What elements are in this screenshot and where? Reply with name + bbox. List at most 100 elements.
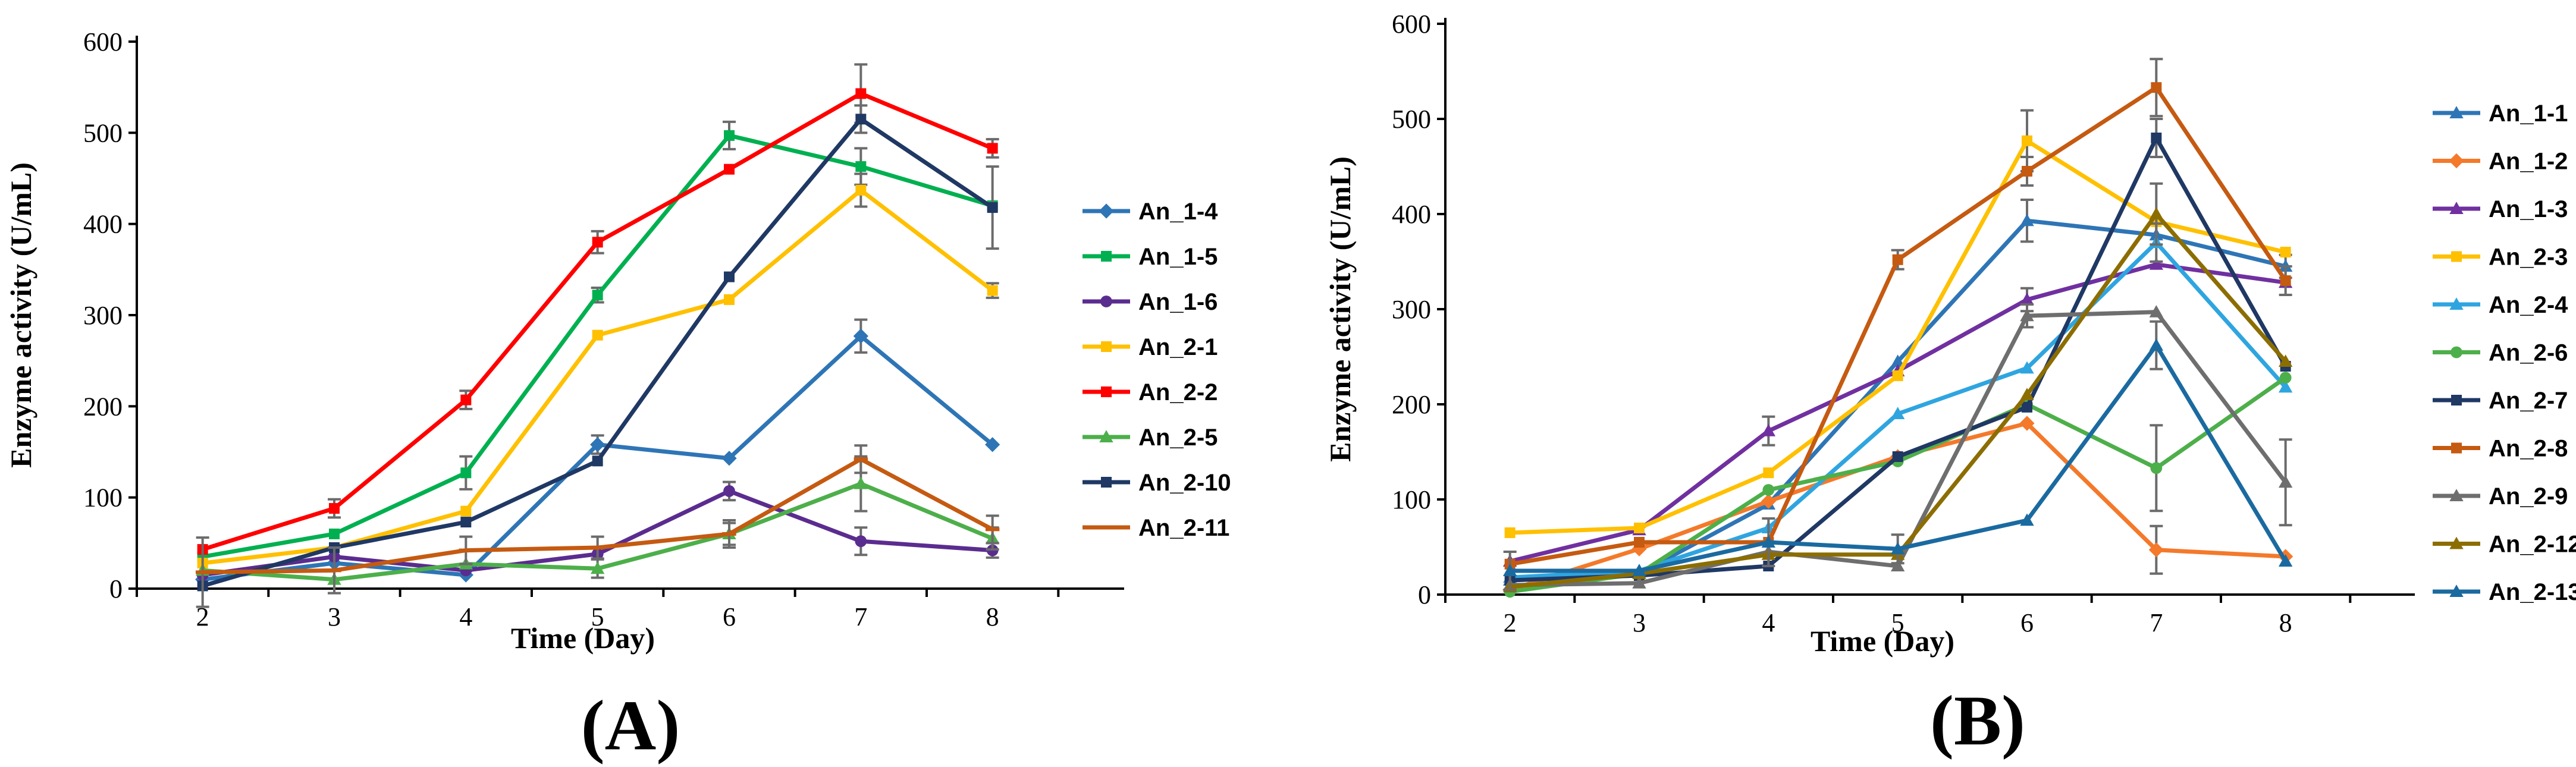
data-point-marker <box>592 329 603 341</box>
data-point-marker <box>2020 213 2034 227</box>
legend-label: An_1-1 <box>2489 100 2568 127</box>
data-point-marker <box>2019 416 2035 431</box>
legend-item: An_2-4 <box>2433 292 2568 318</box>
data-point-marker <box>2449 584 2464 597</box>
legend-label: An_2-9 <box>2489 483 2568 510</box>
data-point-marker <box>2451 442 2462 454</box>
legend-item: An_2-3 <box>2433 244 2568 271</box>
data-point-marker <box>2278 475 2293 488</box>
data-point-marker <box>2022 135 2032 146</box>
legend-label: An_1-6 <box>1138 289 1218 315</box>
data-point-marker <box>590 437 605 452</box>
data-point-marker <box>1890 354 1905 367</box>
legend-item: An_2-1 <box>1083 334 1218 360</box>
legend-item: An_1-4 <box>1083 199 1218 225</box>
y-axis-title: Enzyme activity (U/mL) <box>4 162 37 468</box>
legend-label: An_2-3 <box>2489 244 2568 271</box>
legend-label: An_2-5 <box>1138 425 1218 451</box>
legend-label: An_1-3 <box>2489 196 2568 222</box>
data-point-marker <box>592 237 603 248</box>
x-tick-label: 7 <box>854 602 867 631</box>
data-point-marker <box>2148 542 2164 558</box>
data-point-marker <box>987 202 998 213</box>
legend-label: An_2-10 <box>1138 470 1231 496</box>
data-point-marker <box>855 184 867 196</box>
data-point-marker <box>2022 166 2032 177</box>
x-tick-label: 6 <box>2020 608 2034 637</box>
data-point-marker <box>2020 361 2034 374</box>
data-point-marker <box>2022 401 2032 413</box>
data-point-marker <box>2020 388 2034 400</box>
data-point-marker <box>1502 564 1517 576</box>
data-point-marker <box>2451 346 2462 359</box>
legend-item: An_2-2 <box>1083 379 1218 405</box>
data-point-marker <box>2449 202 2464 214</box>
data-point-marker <box>1101 386 1112 397</box>
data-point-marker <box>721 451 737 466</box>
x-tick-label: 3 <box>1633 608 1646 637</box>
y-tick-label: 400 <box>1392 200 1431 229</box>
legend-item: An_2-9 <box>2433 483 2568 510</box>
y-axis-title: Enzyme activity (U/mL) <box>1323 156 1357 462</box>
legend-label: An_1-4 <box>1138 199 1218 225</box>
legend-label: An_1-2 <box>2489 149 2568 175</box>
data-point-marker <box>2278 380 2293 393</box>
data-point-marker <box>2279 372 2292 384</box>
legend-item: An_2-11 <box>1083 515 1229 541</box>
legend-item: An_2-5 <box>1083 425 1218 451</box>
data-point-marker <box>2151 82 2162 93</box>
y-tick-label: 0 <box>109 574 123 603</box>
data-point-marker <box>2280 247 2291 257</box>
data-point-marker <box>2451 395 2462 405</box>
data-point-marker <box>2451 251 2462 262</box>
y-tick-label: 100 <box>83 483 123 513</box>
series-An_2-13 <box>1502 320 2293 591</box>
data-point-marker <box>592 455 603 467</box>
legend-item: An_2-10 <box>1083 470 1231 496</box>
data-point-marker <box>460 505 472 517</box>
data-point-marker <box>1101 341 1112 352</box>
data-point-marker <box>2151 133 2162 143</box>
data-point-marker <box>1100 296 1112 307</box>
y-tick-label: 500 <box>83 118 123 147</box>
legend-label: An_2-13 <box>2489 579 2576 605</box>
data-point-marker <box>2449 106 2464 118</box>
data-point-marker <box>723 485 735 497</box>
data-point-marker <box>855 114 867 125</box>
x-tick-label: 6 <box>723 602 736 631</box>
data-point-marker <box>1504 527 1516 538</box>
legend-item: An_2-8 <box>2433 436 2568 462</box>
data-point-marker <box>590 546 605 549</box>
data-point-marker <box>2449 536 2464 549</box>
y-tick-label: 300 <box>1392 295 1431 324</box>
legend-label: An_2-1 <box>1138 334 1218 360</box>
x-tick-label: 7 <box>2150 608 2163 637</box>
data-point-marker <box>854 457 868 461</box>
data-point-marker <box>855 161 867 172</box>
x-tick-label: 5 <box>591 602 604 631</box>
data-point-marker <box>1099 526 1113 529</box>
y-tick-label: 300 <box>83 301 123 330</box>
x-tick-label: 2 <box>1504 608 1517 637</box>
x-tick-label: 4 <box>459 602 472 631</box>
data-point-marker <box>195 570 210 574</box>
series-An_2-8 <box>1504 58 2292 570</box>
data-point-marker <box>724 271 735 282</box>
data-point-marker <box>1761 424 1776 436</box>
data-point-marker <box>1892 451 1903 462</box>
legend-item: An_1-6 <box>1083 289 1218 315</box>
y-tick-label: 200 <box>83 392 123 421</box>
data-point-marker <box>724 130 735 141</box>
data-point-marker <box>460 394 472 405</box>
data-point-marker <box>459 548 473 552</box>
data-point-marker <box>1892 254 1903 265</box>
legend-label: An_2-4 <box>2489 292 2568 318</box>
data-point-marker <box>2449 153 2464 169</box>
data-point-marker <box>2149 207 2164 219</box>
data-point-marker <box>2278 354 2293 367</box>
x-tick-label: 4 <box>1762 608 1775 637</box>
data-point-marker <box>1101 251 1112 262</box>
data-point-marker <box>987 285 998 296</box>
data-point-marker <box>1761 535 1776 548</box>
y-tick-label: 200 <box>1392 390 1431 419</box>
